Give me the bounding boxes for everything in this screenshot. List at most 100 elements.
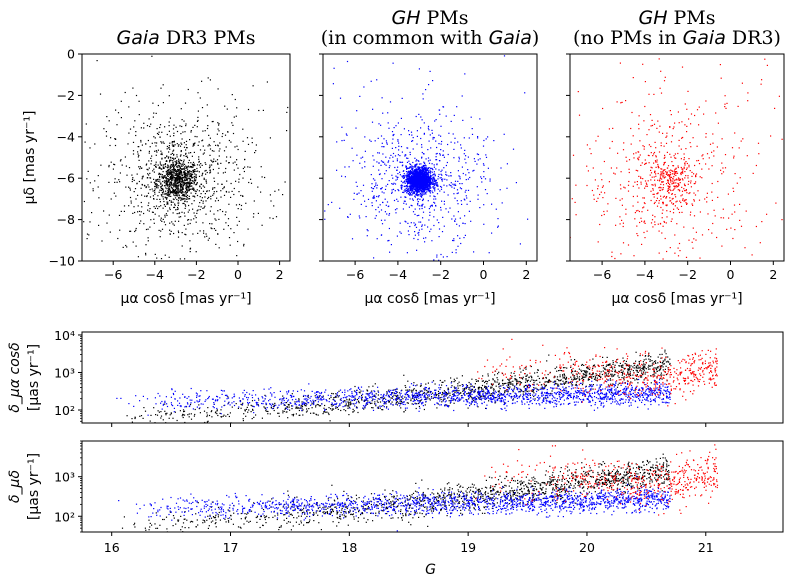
data-point — [417, 238, 419, 241]
data-point — [243, 170, 245, 173]
x-tick-label: −4 — [389, 267, 407, 282]
data-point — [428, 219, 430, 221]
data-point — [206, 235, 208, 237]
data-point — [484, 189, 487, 191]
data-point — [358, 215, 360, 217]
data-point — [210, 159, 212, 161]
data-point — [415, 174, 417, 176]
data-point — [227, 131, 229, 133]
data-point — [409, 179, 411, 181]
data-point — [698, 124, 700, 126]
data-point — [408, 174, 410, 176]
data-point — [176, 160, 178, 162]
data-point — [431, 181, 433, 184]
data-point — [375, 182, 377, 184]
data-point — [166, 133, 168, 136]
data-point — [392, 62, 394, 64]
data-point — [418, 392, 420, 394]
data-point — [157, 104, 159, 107]
data-point — [165, 184, 167, 186]
data-point — [431, 129, 433, 131]
data-point — [166, 181, 168, 183]
data-point — [136, 173, 138, 175]
data-point — [418, 178, 420, 180]
data-point — [625, 156, 627, 158]
data-point — [211, 160, 213, 162]
data-point — [162, 176, 164, 178]
data-point — [236, 107, 238, 109]
data-point — [179, 180, 181, 182]
data-point — [346, 134, 348, 136]
data-point — [171, 164, 173, 166]
data-point — [188, 183, 190, 185]
data-point — [440, 135, 442, 137]
data-point — [186, 183, 188, 185]
data-point — [193, 169, 195, 171]
data-point — [171, 188, 173, 190]
panel-title: Gaia DR3 PMs — [117, 27, 256, 49]
data-point — [422, 183, 424, 186]
data-point — [432, 181, 434, 183]
data-point — [106, 222, 108, 224]
data-point — [428, 186, 431, 188]
data-point — [427, 149, 429, 151]
data-point — [161, 174, 163, 176]
data-point — [215, 243, 217, 245]
data-point — [170, 230, 172, 232]
data-point — [166, 171, 168, 173]
data-point — [172, 189, 174, 191]
data-point — [742, 138, 744, 140]
data-point — [192, 233, 194, 235]
data-point — [326, 411, 328, 413]
data-point — [166, 185, 168, 187]
data-point — [442, 154, 445, 156]
data-point — [273, 205, 275, 207]
data-point — [376, 184, 378, 186]
data-point — [565, 382, 567, 384]
x-tick-label: 0 — [727, 267, 735, 282]
data-point — [400, 146, 403, 148]
data-point — [673, 182, 675, 184]
x-tick-label: 2 — [769, 267, 777, 282]
data-point — [414, 173, 416, 175]
data-point — [177, 176, 179, 178]
data-point — [181, 172, 183, 174]
data-point — [145, 228, 148, 231]
data-point — [179, 125, 181, 127]
data-point — [640, 183, 642, 185]
data-point — [86, 238, 88, 240]
data-point — [168, 145, 170, 147]
data-point — [615, 197, 617, 199]
data-point — [416, 169, 418, 171]
data-point — [175, 166, 178, 168]
data-point — [165, 181, 167, 183]
data-point — [365, 205, 367, 207]
data-point — [424, 170, 426, 172]
data-point — [711, 232, 713, 234]
data-point — [181, 168, 183, 170]
data-point — [192, 195, 194, 197]
data-point — [663, 163, 665, 165]
data-point — [413, 170, 415, 172]
data-point — [135, 245, 137, 247]
data-point — [410, 169, 412, 172]
data-point — [657, 179, 659, 181]
data-point — [673, 155, 675, 157]
data-point — [443, 191, 445, 193]
data-point — [388, 227, 390, 230]
data-point — [423, 153, 425, 155]
data-point — [209, 210, 211, 212]
data-point — [675, 174, 677, 176]
data-point — [683, 167, 685, 170]
data-point — [637, 235, 639, 237]
data-point — [170, 173, 173, 175]
data-point — [652, 226, 654, 228]
data-point — [667, 188, 669, 190]
data-point — [228, 162, 230, 164]
data-point — [436, 146, 438, 149]
data-point — [370, 187, 373, 189]
data-point — [609, 364, 611, 366]
data-point — [690, 123, 692, 125]
data-point — [410, 167, 412, 169]
data-point — [495, 208, 497, 210]
